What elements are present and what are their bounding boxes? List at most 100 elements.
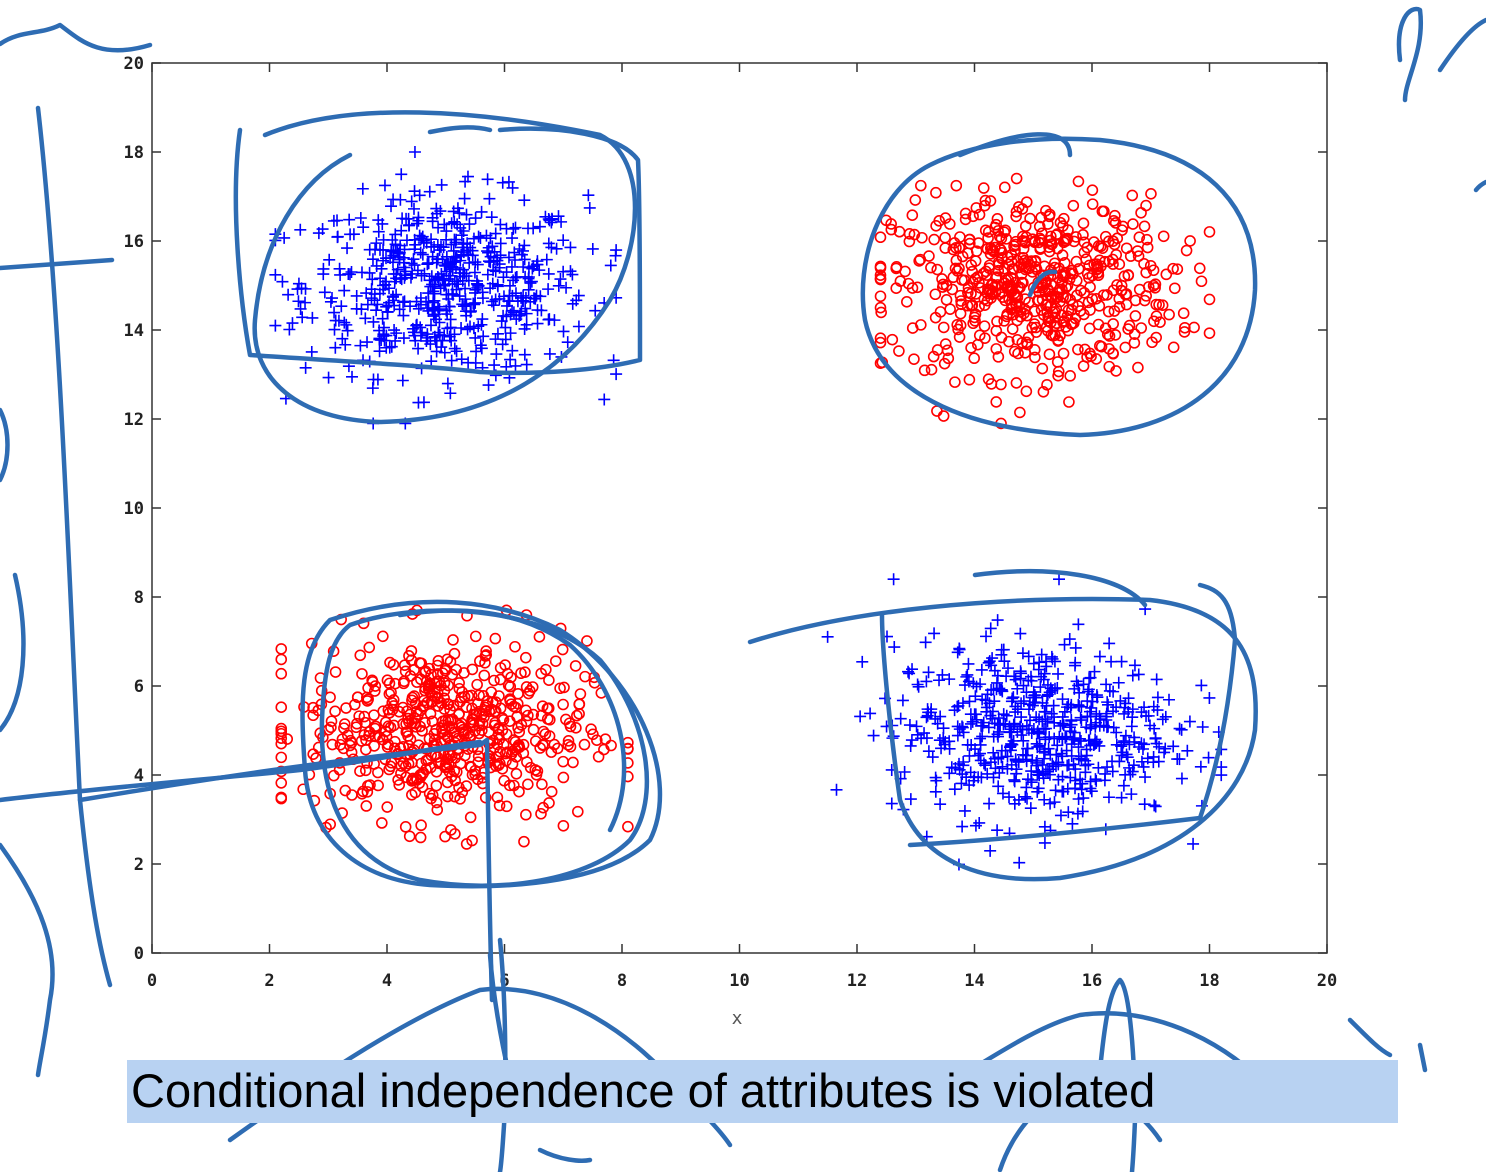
data-point bbox=[1102, 791, 1115, 804]
data-point bbox=[969, 819, 982, 832]
data-point bbox=[1144, 719, 1157, 732]
data-point bbox=[346, 370, 359, 383]
data-point bbox=[939, 242, 952, 254]
data-point bbox=[915, 179, 927, 192]
data-point bbox=[1150, 673, 1163, 686]
data-point bbox=[433, 244, 446, 257]
data-point bbox=[1078, 236, 1091, 249]
data-point bbox=[424, 707, 437, 720]
data-point bbox=[908, 353, 920, 365]
data-point bbox=[1006, 738, 1019, 751]
plot-area bbox=[151, 62, 1328, 954]
data-point bbox=[438, 677, 451, 689]
data-point bbox=[522, 283, 535, 296]
data-point bbox=[545, 216, 558, 229]
data-point bbox=[341, 324, 354, 337]
data-point bbox=[579, 670, 591, 683]
data-point bbox=[480, 645, 492, 657]
data-point bbox=[476, 286, 489, 299]
data-point bbox=[1184, 235, 1196, 247]
data-point bbox=[415, 657, 428, 670]
data-point bbox=[338, 316, 351, 329]
data-point bbox=[355, 303, 368, 316]
data-point bbox=[483, 192, 496, 205]
data-point bbox=[886, 333, 899, 346]
data-point bbox=[1036, 696, 1049, 709]
data-point bbox=[520, 358, 533, 371]
data-point bbox=[335, 300, 348, 313]
data-point bbox=[336, 332, 349, 345]
data-point bbox=[1169, 282, 1181, 295]
data-point bbox=[598, 393, 611, 406]
data-point bbox=[1100, 710, 1113, 723]
data-point bbox=[993, 682, 1006, 695]
data-point bbox=[416, 725, 428, 737]
data-point bbox=[1195, 275, 1208, 288]
data-point bbox=[380, 300, 393, 313]
data-point bbox=[397, 296, 410, 309]
data-point bbox=[1093, 719, 1106, 732]
data-point bbox=[1020, 781, 1033, 794]
data-point bbox=[337, 742, 350, 755]
data-point bbox=[370, 259, 383, 272]
data-point bbox=[1062, 324, 1074, 337]
data-point bbox=[1038, 836, 1051, 849]
data-point bbox=[299, 361, 312, 374]
data-point bbox=[540, 663, 552, 676]
data-point bbox=[421, 257, 434, 270]
data-point bbox=[428, 294, 441, 307]
data-point bbox=[937, 321, 950, 334]
annotation-stroke bbox=[747, 596, 1258, 882]
data-point bbox=[1010, 767, 1023, 780]
data-point bbox=[540, 253, 553, 266]
data-point bbox=[931, 344, 944, 356]
data-point bbox=[1068, 317, 1080, 329]
data-point bbox=[1073, 700, 1086, 713]
data-point bbox=[1001, 280, 1013, 293]
data-point bbox=[389, 735, 401, 748]
data-point bbox=[931, 717, 944, 730]
data-point bbox=[1109, 209, 1121, 222]
data-point bbox=[1022, 331, 1035, 344]
annotation-stroke bbox=[0, 572, 26, 733]
data-point bbox=[424, 280, 437, 293]
data-point bbox=[1084, 775, 1097, 788]
data-point bbox=[560, 713, 572, 726]
data-point bbox=[402, 219, 415, 232]
data-point bbox=[373, 287, 386, 300]
data-point bbox=[412, 342, 425, 355]
data-point bbox=[1010, 210, 1022, 223]
data-point bbox=[968, 311, 981, 324]
data-point bbox=[466, 768, 479, 781]
data-point bbox=[1150, 737, 1163, 750]
data-point bbox=[1016, 647, 1029, 660]
data-point bbox=[1019, 293, 1031, 305]
data-point bbox=[1037, 281, 1049, 294]
annotation-stroke bbox=[1417, 1042, 1428, 1073]
data-point bbox=[506, 181, 519, 194]
data-point bbox=[441, 790, 454, 803]
data-point bbox=[426, 215, 439, 228]
data-point bbox=[500, 728, 513, 740]
data-point bbox=[1109, 217, 1122, 229]
data-point bbox=[1118, 735, 1131, 748]
data-point bbox=[1055, 309, 1068, 321]
data-point bbox=[520, 808, 532, 821]
data-point bbox=[494, 237, 507, 250]
data-point bbox=[466, 244, 479, 257]
data-point bbox=[991, 614, 1004, 627]
data-point bbox=[1011, 682, 1024, 695]
data-point bbox=[923, 250, 935, 262]
data-point bbox=[1173, 722, 1186, 735]
data-point bbox=[548, 738, 561, 751]
data-point bbox=[951, 729, 964, 742]
data-point bbox=[496, 338, 509, 351]
data-point bbox=[373, 345, 386, 358]
data-point bbox=[1056, 732, 1069, 745]
data-point bbox=[959, 207, 972, 220]
data-point bbox=[512, 687, 524, 700]
data-point bbox=[507, 222, 520, 235]
data-point bbox=[1195, 679, 1208, 692]
data-point bbox=[1014, 406, 1026, 419]
data-point bbox=[1039, 655, 1052, 668]
